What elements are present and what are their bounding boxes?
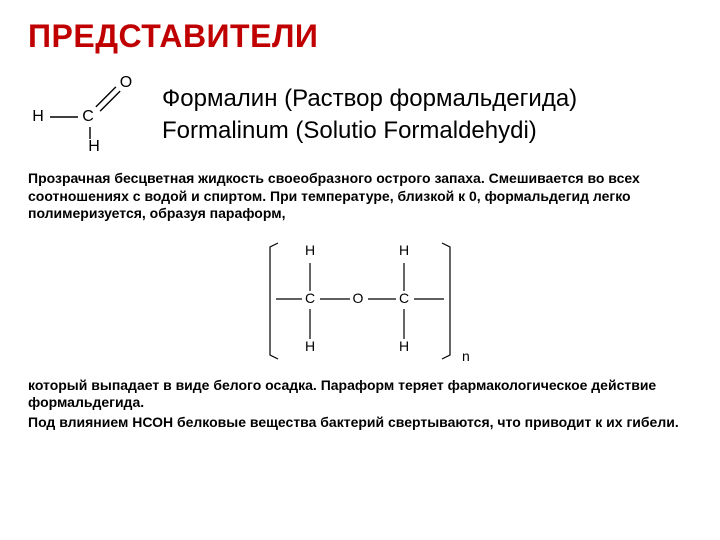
svg-text:C: C [399, 290, 409, 306]
paragraph-3: Под влиянием НСОН белковые вещества бакт… [28, 414, 692, 432]
svg-text:H: H [32, 108, 44, 125]
svg-text:H: H [305, 338, 315, 354]
paraform-structure-wrap: H H C O C H Hn [28, 237, 692, 367]
compound-name-ru: Формалин (Раствор формальдегида) [162, 85, 692, 113]
paraform-structure: H H C O C H Hn [230, 237, 490, 367]
paragraph-1: Прозрачная бесцветная жидкость своеобраз… [28, 170, 692, 223]
svg-text:O: O [353, 290, 364, 306]
svg-text:C: C [82, 108, 94, 125]
compound-name-lat: Formalinum (Solutio Formaldehydi) [162, 117, 692, 145]
svg-text:C: C [305, 290, 315, 306]
top-row: HCOH Формалин (Раствор формальдегида) Fo… [28, 69, 692, 160]
paragraph-2: который выпадает в виде белого осадка. П… [28, 377, 692, 412]
formaldehyde-structure: HCOH [28, 69, 148, 160]
svg-text:H: H [399, 338, 409, 354]
svg-text:H: H [88, 138, 100, 155]
svg-text:H: H [305, 242, 315, 258]
page-title: ПРЕДСТАВИТЕЛИ [28, 18, 692, 55]
svg-text:n: n [462, 348, 470, 364]
compound-name-block: Формалин (Раствор формальдегида) Formali… [162, 85, 692, 145]
svg-text:O: O [120, 74, 132, 91]
svg-text:H: H [399, 242, 409, 258]
